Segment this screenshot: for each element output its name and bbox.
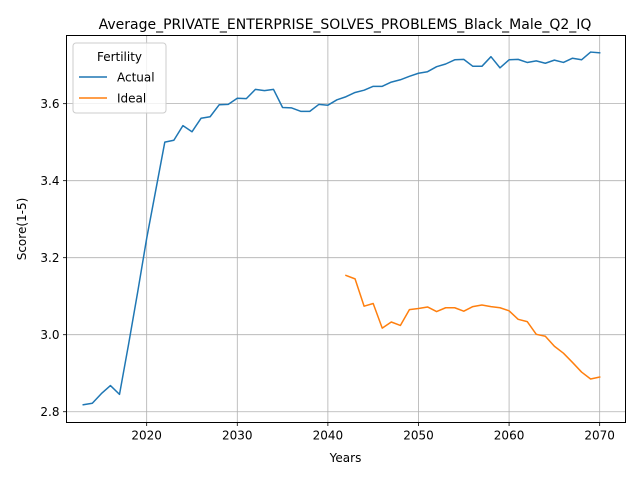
y-tick-label: 3.0 [40,328,59,342]
legend: Fertility Actual Ideal [72,42,167,114]
y-tick-label: 3.2 [40,251,59,265]
x-tick-label: 2070 [584,429,615,443]
y-axis-ticks: 2.8 3.0 3.2 3.4 3.6 [40,97,67,419]
series-line-actual [82,51,601,406]
x-tick-label: 2060 [494,429,525,443]
x-tick-label: 2040 [313,429,344,443]
x-tick-label: 2050 [403,429,434,443]
y-tick-label: 3.6 [40,97,59,111]
legend-box [72,42,167,114]
y-tick-label: 2.8 [40,405,59,419]
x-tick-label: 2030 [222,429,253,443]
legend-title: Fertility [97,50,142,64]
y-axis-label: Score(1-5) [15,198,29,261]
x-axis-label: Years [329,451,362,465]
x-axis-ticks: 2020 2030 2040 2050 2060 2070 [131,422,615,443]
x-tick-label: 2020 [131,429,162,443]
legend-label-actual: Actual [117,71,155,85]
plot-frame [66,35,626,423]
series-line-ideal [345,274,601,380]
series-lines [82,51,601,406]
legend-label-ideal: Ideal [117,92,146,106]
y-tick-label: 3.4 [40,174,59,188]
chart-title: Average_PRIVATE_ENTERPRISE_SOLVES_PROBLE… [99,17,592,33]
